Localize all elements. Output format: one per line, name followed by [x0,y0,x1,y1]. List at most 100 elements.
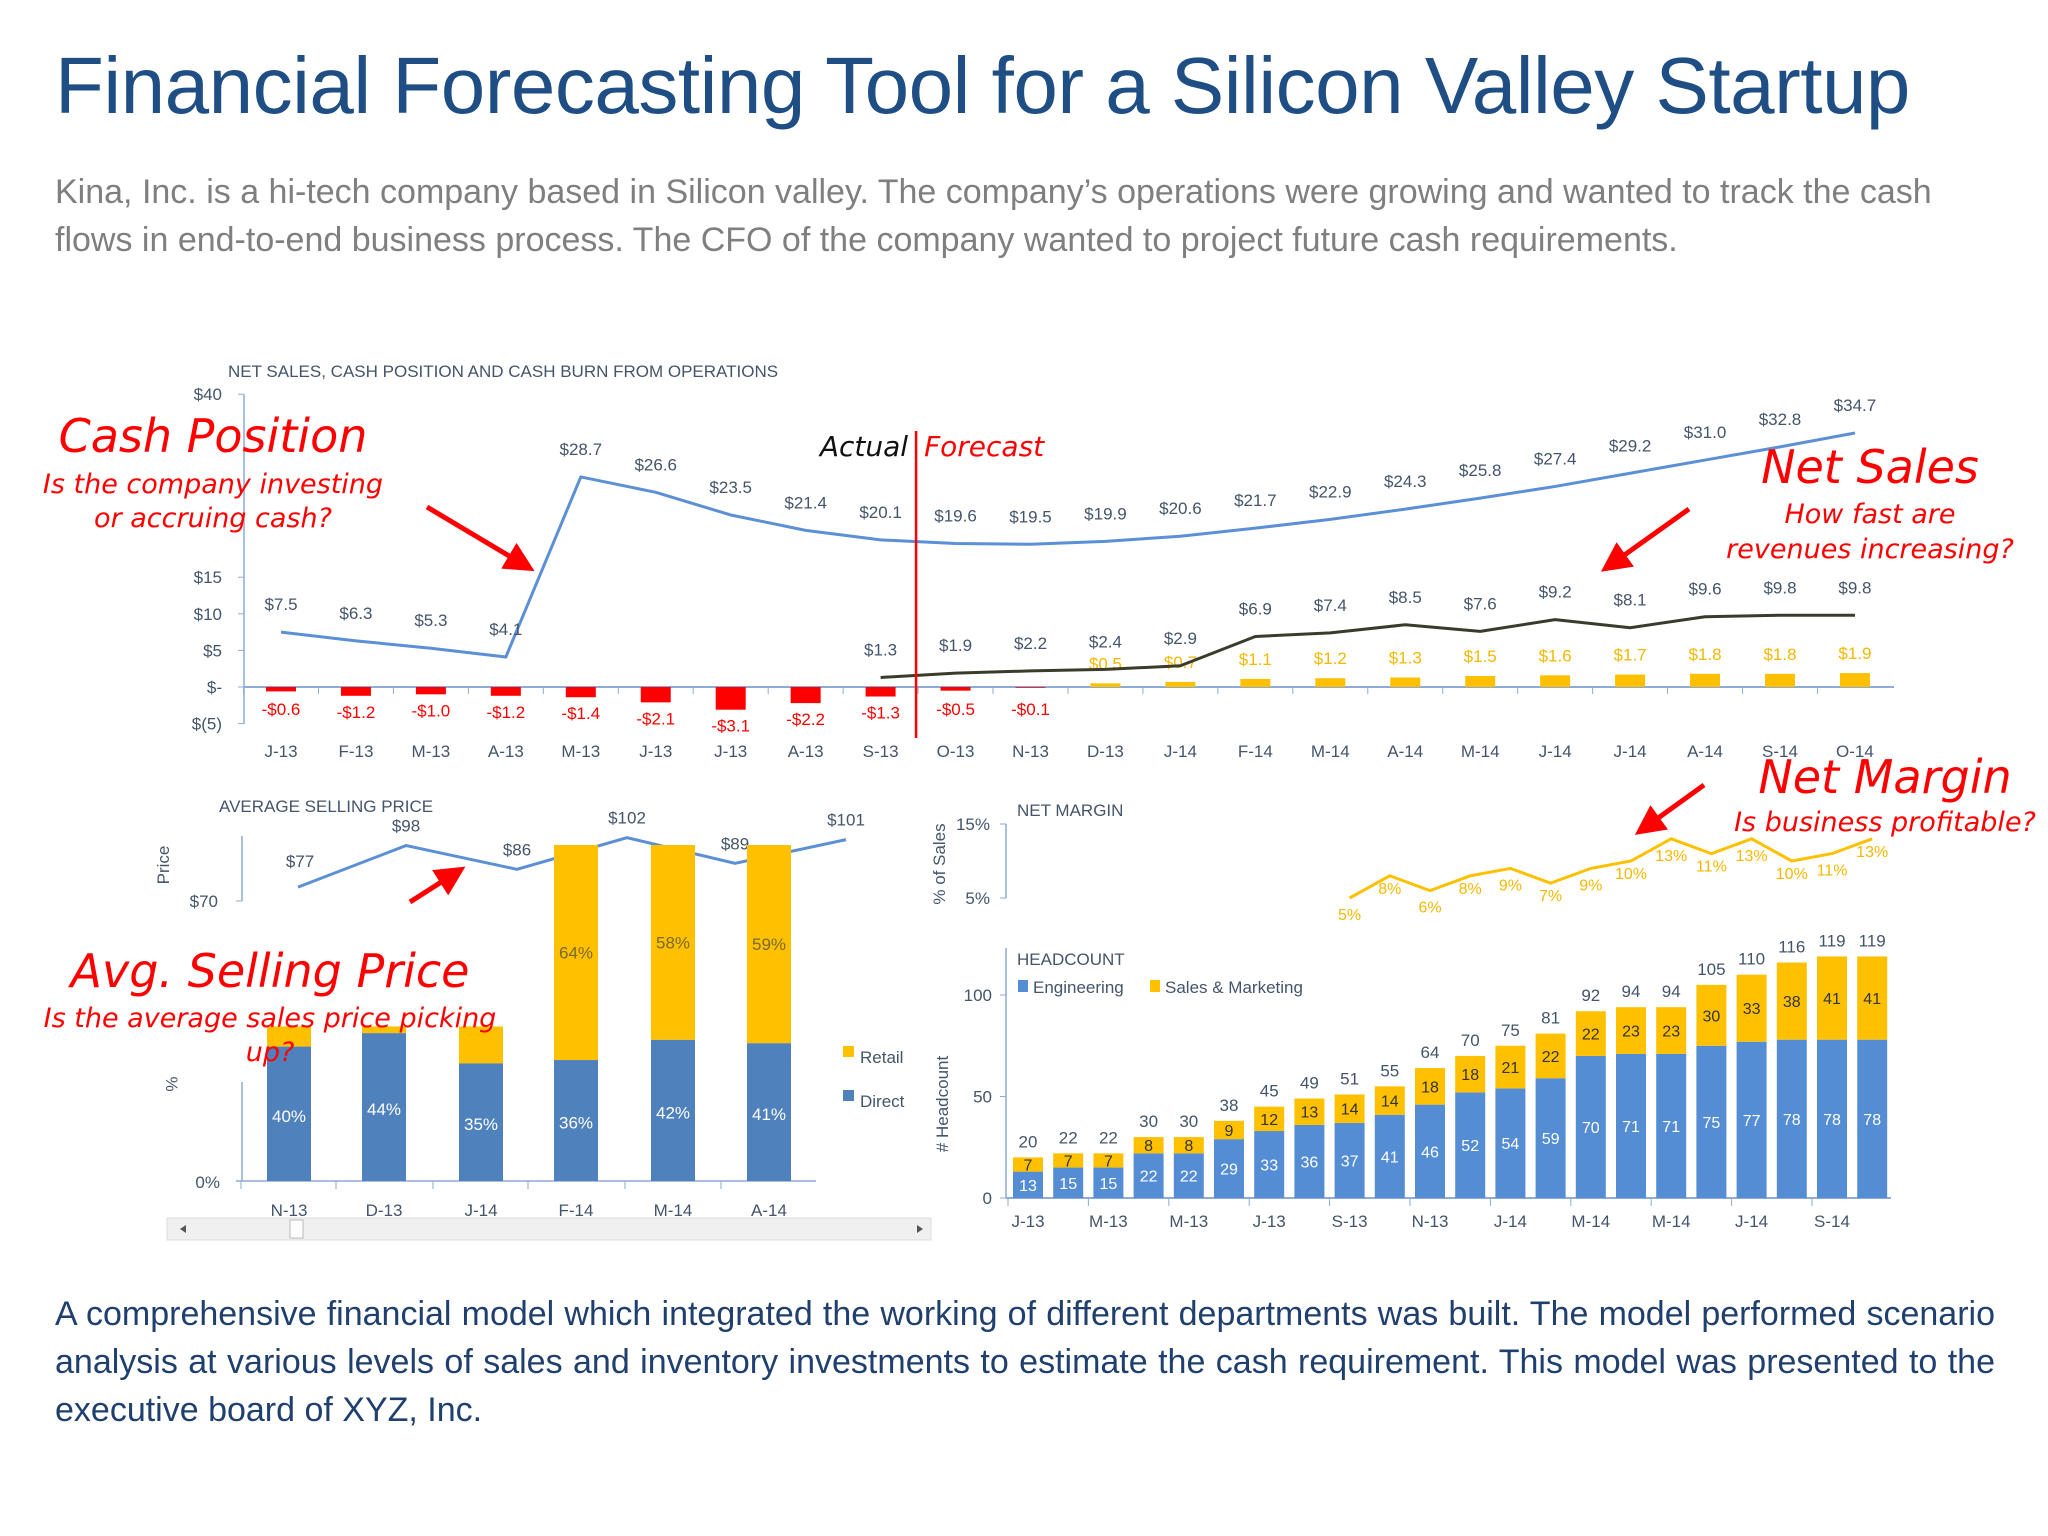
engineering-bar [1736,1041,1767,1198]
sales-marketing-bar [1173,1137,1204,1154]
engineering-bar [1415,1104,1445,1198]
x-tick-label: M-14 [1571,1212,1610,1231]
sales-data-label: $7.4 [1314,596,1347,615]
x-tick-label: J-14 [1494,1212,1527,1231]
sales-marketing-data-label: 41 [1863,991,1881,1008]
total-data-label: 75 [1501,1021,1520,1040]
bar-data-label: $1.8 [1689,645,1722,664]
engineering-bar [1294,1124,1325,1198]
scrollbar-thumb[interactable] [289,1219,304,1239]
cash-burn-bar [940,687,971,691]
cash-burn-bar [715,687,746,710]
sales-marketing-bar [1374,1086,1405,1115]
cash-generated-bar [1090,683,1121,687]
margin-data-label: 13% [1856,844,1888,861]
retail-data-label: 59% [752,935,786,954]
engineering-data-label: 78 [1783,1112,1801,1129]
sales-marketing-data-label: 13 [1301,1105,1319,1122]
y-axis-label: % of Sales [930,823,949,904]
total-data-label: 38 [1220,1096,1239,1115]
engineering-bar [1656,1053,1687,1198]
engineering-data-label: 71 [1662,1119,1680,1136]
cash-burn-bar [640,687,671,703]
sales-marketing-data-label: 23 [1662,1024,1680,1041]
sales-marketing-bar [1294,1098,1325,1125]
cash-generated-bar [1315,678,1346,687]
sales-marketing-bar [1415,1068,1445,1105]
engineering-bar [1495,1088,1526,1198]
sales-marketing-bar [1696,984,1727,1046]
engineering-data-label: 46 [1421,1144,1439,1161]
cash-burn-bar [790,687,821,704]
forecast-label: Forecast [924,430,1045,463]
total-data-label: 94 [1622,982,1641,1001]
x-tick-label: J-13 [714,742,747,761]
sales-data-label: $1.3 [864,640,897,659]
margin-data-label: 11% [1696,859,1727,876]
annotation-title: Net Margin [1758,750,2011,804]
y-tick-label: 50 [973,1088,992,1107]
x-tick-label: N-13 [271,1201,308,1220]
bar-data-label: -$1.3 [861,704,900,723]
cash-data-label: $20.1 [859,503,902,522]
x-tick-label: M-14 [1652,1212,1691,1231]
legend-sales-marketing-swatch [1150,980,1160,992]
cash-generated-bar [1540,675,1571,687]
total-data-label: 116 [1778,938,1805,957]
sales-data-label: $9.8 [1838,578,1871,597]
engineering-data-label: 75 [1703,1115,1721,1132]
cash-sales-chart: NET SALES, CASH POSITION AND CASH BURN F… [192,362,1894,761]
engineering-bar [1133,1153,1164,1198]
sales-marketing-data-label: 41 [1823,991,1841,1008]
bar-data-label: $1.8 [1763,645,1796,664]
cash-data-label: $7.5 [264,595,297,614]
horizontal-scrollbar[interactable] [166,1217,932,1241]
sales-marketing-bar [1334,1094,1365,1123]
retail-bar [554,845,598,1061]
sales-data-label: $8.1 [1614,591,1647,610]
bar-data-label: -$1.2 [486,703,525,722]
sales-data-label: $8.5 [1389,588,1422,607]
direct-bar [554,1060,598,1181]
x-tick-label: J-14 [464,1201,497,1220]
x-tick-label: M-14 [1311,742,1350,761]
sales-data-label: $9.8 [1763,578,1796,597]
x-tick-label: J-13 [639,742,672,761]
engineering-bar [1013,1171,1043,1198]
chart-title: HEADCOUNT [1017,950,1125,969]
cash-data-label: $22.9 [1309,482,1352,501]
y-axis-label: Price [154,846,173,885]
total-data-label: 55 [1380,1061,1399,1080]
bar-data-label: -$3.1 [711,717,750,736]
legend-retail-label: Retail [860,1048,903,1067]
cash-burn-bar [865,687,896,697]
cash-burn-bar [1015,687,1046,688]
cash-data-label: $25.8 [1459,461,1502,480]
sales-marketing-data-label: 7 [1064,1153,1073,1170]
sales-marketing-data-label: 33 [1743,1001,1761,1018]
scroll-right-icon[interactable] [917,1225,923,1233]
total-data-label: 30 [1179,1112,1198,1131]
asp-data-label: $86 [503,840,531,859]
bar-data-label: -$0.6 [262,700,301,719]
sales-data-label: $7.6 [1464,594,1497,613]
scroll-left-icon[interactable] [180,1225,186,1233]
engineering-data-label: 59 [1542,1131,1560,1148]
x-tick-label: M-13 [561,742,600,761]
cash-data-label: $31.0 [1684,423,1727,442]
cash-burn-bar [415,687,446,695]
engineering-bar [1093,1167,1124,1198]
engineering-data-label: 78 [1823,1112,1841,1129]
direct-data-label: 35% [464,1115,498,1134]
total-data-label: 22 [1059,1128,1078,1147]
cash-generated-bar [1165,681,1196,687]
x-tick-label: A-13 [788,742,824,761]
cash-data-label: $24.3 [1384,472,1427,491]
sales-marketing-data-label: 21 [1502,1060,1520,1077]
total-data-label: 51 [1340,1069,1359,1088]
engineering-bar [1776,1039,1807,1198]
sales-data-label: $2.9 [1164,629,1197,648]
cash-data-label: $28.7 [560,440,603,459]
annotation-text: Is the average sales price picking [44,1003,497,1034]
